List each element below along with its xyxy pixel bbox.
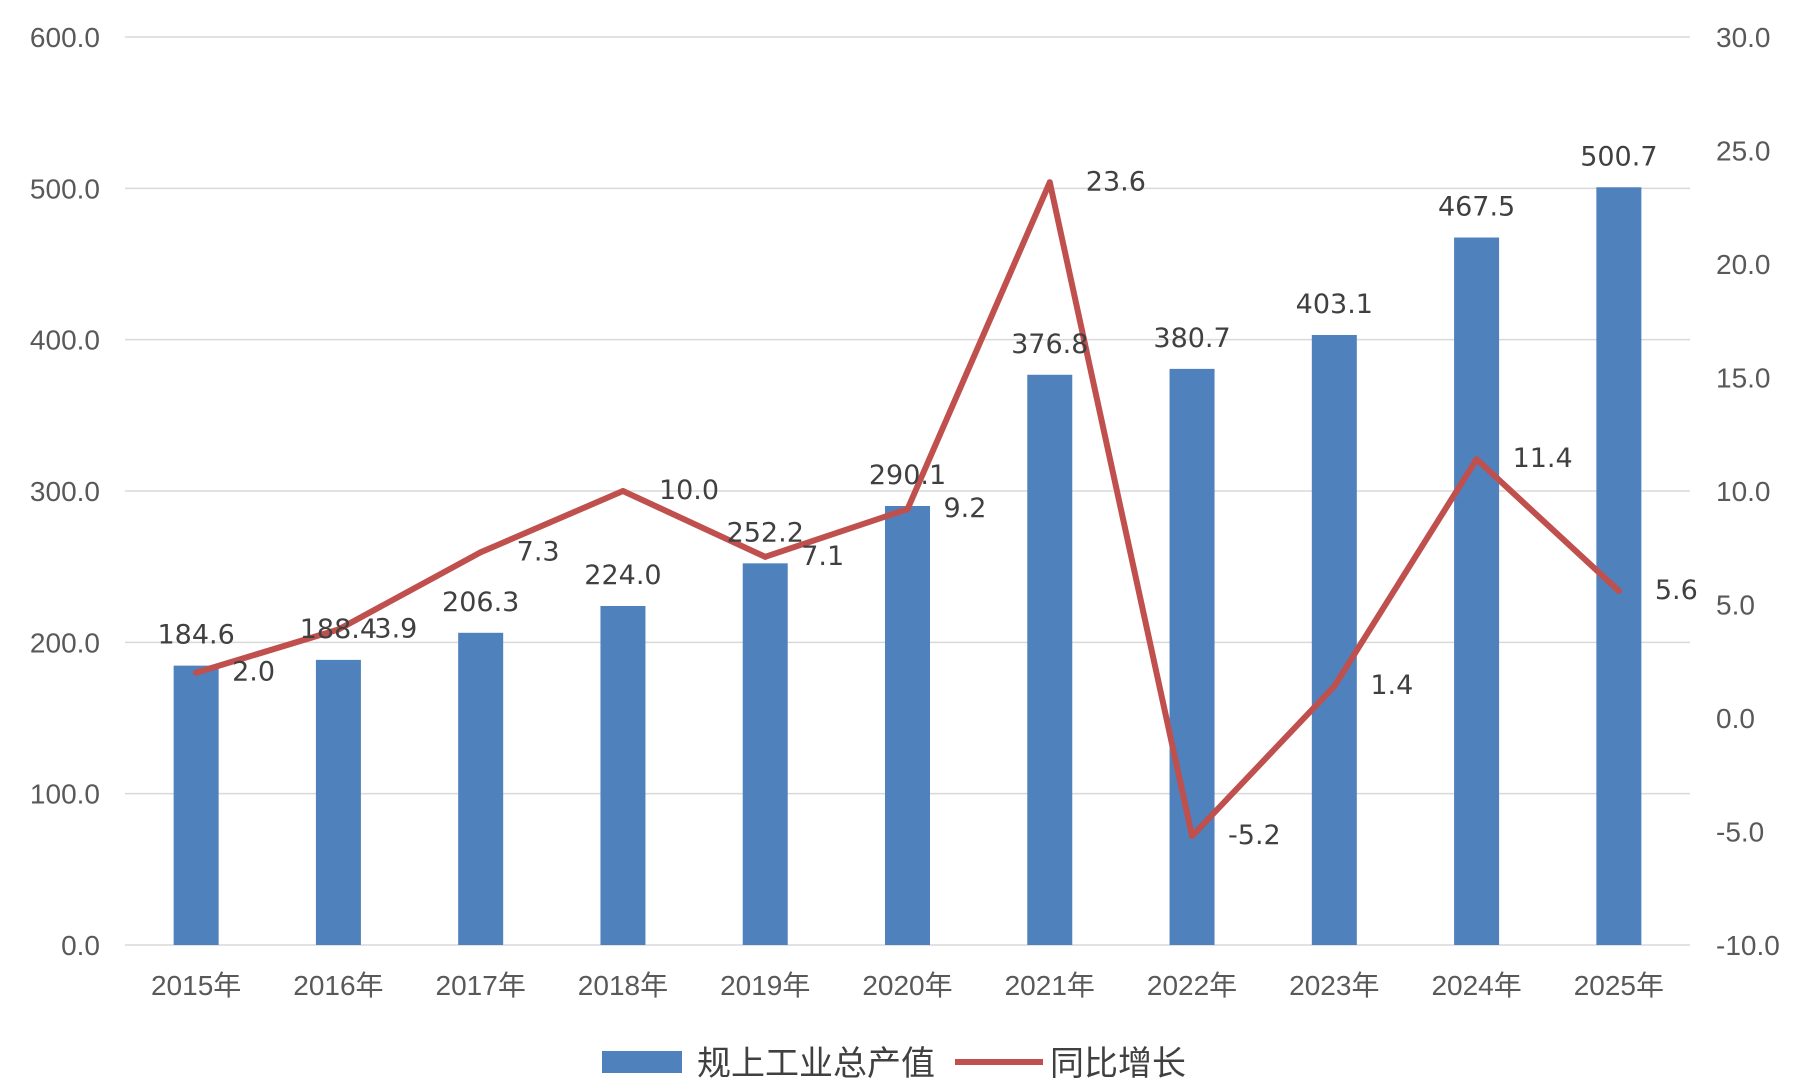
bar-data-labels: 184.6 188.4 206.3 224.0 252.2 290.1 376.8 380.7… xyxy=(157,141,1657,650)
bar-value-label: 380.7 xyxy=(1153,323,1230,354)
legend-swatch-bar xyxy=(602,1051,682,1073)
right-axis-tick-label: 15.0 xyxy=(1716,363,1771,394)
bar-series xyxy=(173,187,1642,946)
x-axis-tick-label: 2016年 xyxy=(293,970,383,1001)
bar xyxy=(600,606,646,945)
right-y-axis: -10.0 -5.0 0.0 5.0 10.0 15.0 20.0 25.0 30.0 xyxy=(1716,22,1780,961)
x-axis-tick-label: 2019年 xyxy=(720,970,810,1001)
line-point xyxy=(1046,179,1053,186)
left-axis-tick-label: 400.0 xyxy=(30,325,100,356)
line-point xyxy=(193,669,200,676)
right-axis-tick-label: 0.0 xyxy=(1716,703,1755,734)
bar-value-label: 376.8 xyxy=(1011,329,1088,360)
x-axis-tick-label: 2018年 xyxy=(578,970,668,1001)
bar xyxy=(1596,187,1642,946)
legend-label-bar: 规上工业总产值 xyxy=(697,1044,935,1084)
bar xyxy=(1169,368,1215,945)
right-axis-tick-label: 5.0 xyxy=(1716,590,1755,621)
right-axis-tick-label: 25.0 xyxy=(1716,136,1771,167)
bar xyxy=(173,665,219,945)
line-point xyxy=(1331,683,1338,690)
line-value-label: 11.4 xyxy=(1513,443,1573,474)
bar xyxy=(1454,237,1500,945)
right-axis-tick-label: -10.0 xyxy=(1716,930,1780,961)
line-point xyxy=(619,488,626,494)
bar-value-label: 252.2 xyxy=(727,517,804,548)
right-axis-tick-label: 30.0 xyxy=(1716,22,1771,53)
bar-value-label: 206.3 xyxy=(442,587,519,618)
line-point xyxy=(335,626,342,633)
left-axis-tick-label: 100.0 xyxy=(30,779,100,810)
right-axis-tick-label: 20.0 xyxy=(1716,249,1771,280)
bar xyxy=(458,632,504,945)
line-value-label: 9.2 xyxy=(944,493,987,524)
bar-value-label: 290.1 xyxy=(869,460,946,491)
bar-value-label: 500.7 xyxy=(1580,141,1657,172)
x-axis-tick-label: 2022年 xyxy=(1147,970,1237,1001)
right-axis-tick-label: 10.0 xyxy=(1716,476,1771,507)
x-axis-tick-label: 2020年 xyxy=(862,970,952,1001)
line-point xyxy=(477,549,484,556)
left-axis-tick-label: 500.0 xyxy=(30,173,100,204)
left-axis-tick-label: 600.0 xyxy=(30,22,100,53)
line-value-label: 7.3 xyxy=(517,536,560,567)
line-point xyxy=(762,553,769,560)
line-point xyxy=(904,506,911,513)
bar-value-label: 224.0 xyxy=(584,560,661,591)
line-data-labels: 2.0 3.9 7.3 10.0 7.1 9.2 23.6 -5.2 1.4 11.4 5.6 xyxy=(232,166,1698,851)
line-value-label: 1.4 xyxy=(1370,670,1413,701)
line-value-label: 23.6 xyxy=(1086,166,1146,197)
bar xyxy=(885,505,930,945)
line-value-label: 5.6 xyxy=(1655,575,1698,606)
left-axis-tick-label: 0.0 xyxy=(61,930,100,961)
line-value-label: 7.1 xyxy=(801,541,844,572)
line-value-label: 2.0 xyxy=(232,657,275,688)
right-axis-tick-label: -5.0 xyxy=(1716,817,1764,848)
bar xyxy=(742,563,788,945)
line-value-label: 3.9 xyxy=(374,613,417,644)
line-value-label: -5.2 xyxy=(1228,820,1281,851)
left-axis-tick-label: 300.0 xyxy=(30,476,100,507)
line-value-label: 10.0 xyxy=(659,475,719,506)
bar-value-label: 403.1 xyxy=(1296,289,1373,320)
legend: 规上工业总产值 同比增长 xyxy=(602,1044,1186,1084)
line-point xyxy=(1473,456,1480,463)
bar xyxy=(315,659,361,945)
bar xyxy=(1027,374,1073,945)
x-axis-tick-label: 2023年 xyxy=(1289,970,1379,1001)
x-axis-tick-label: 2025年 xyxy=(1574,970,1664,1001)
x-axis: 2015年 2016年 2017年 2018年 2019年 2020年 2021年 2022年… xyxy=(151,970,1664,1001)
bar-value-label: 188.4 xyxy=(300,614,377,645)
bar xyxy=(1311,334,1357,945)
x-axis-tick-label: 2017年 xyxy=(436,970,526,1001)
line-series xyxy=(193,179,1622,840)
bar-value-label: 184.6 xyxy=(157,620,234,651)
bar-value-label: 467.5 xyxy=(1438,192,1515,223)
legend-label-line: 同比增长 xyxy=(1050,1044,1186,1084)
left-axis-tick-label: 200.0 xyxy=(30,627,100,658)
left-y-axis: 0.0 100.0 200.0 300.0 400.0 500.0 600.0 xyxy=(30,22,100,961)
x-axis-tick-label: 2024年 xyxy=(1431,970,1521,1001)
x-axis-tick-label: 2021年 xyxy=(1005,970,1095,1001)
line-point xyxy=(1615,587,1622,594)
x-axis-tick-label: 2015年 xyxy=(151,970,241,1001)
line-point xyxy=(1189,833,1196,840)
